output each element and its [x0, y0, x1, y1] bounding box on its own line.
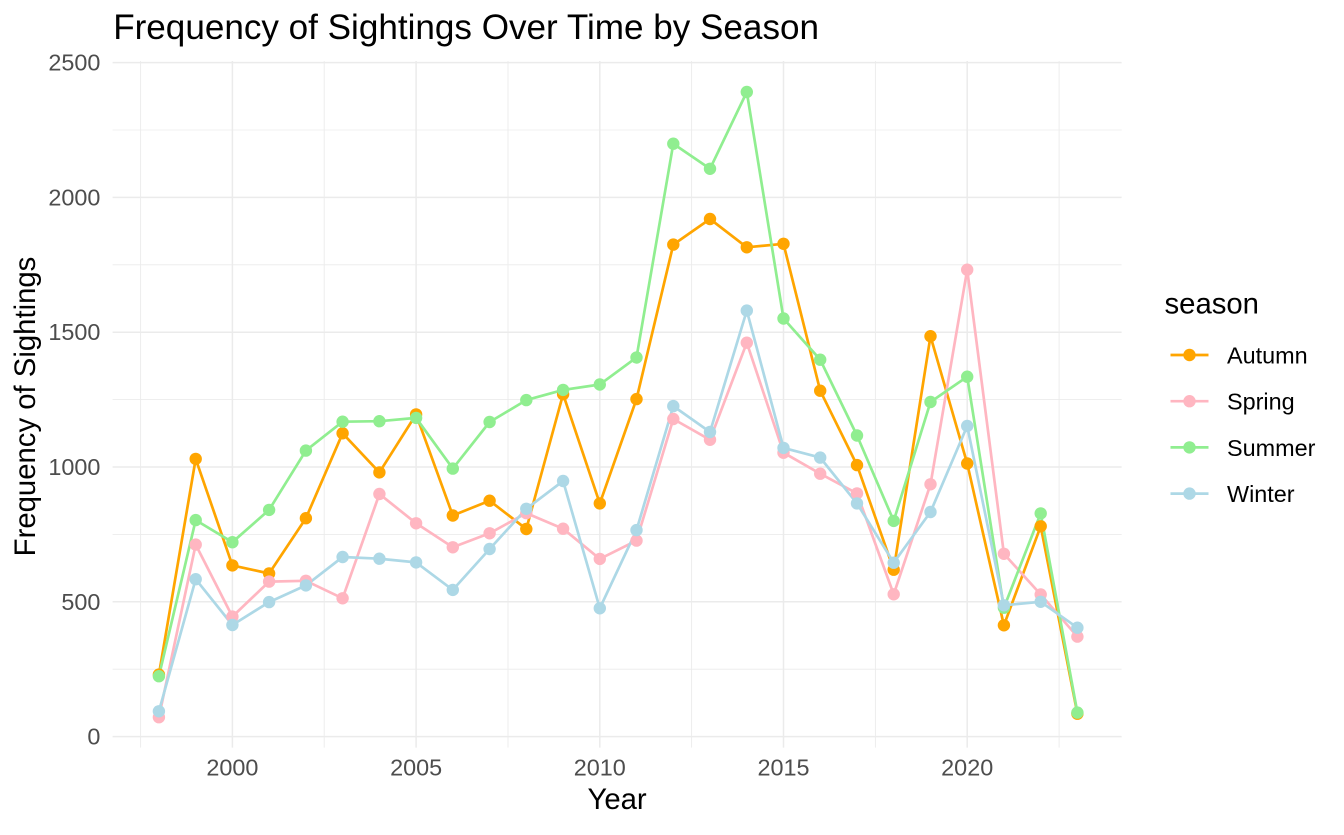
svg-text:1000: 1000 [48, 454, 100, 480]
svg-text:Summer: Summer [1227, 435, 1316, 461]
svg-text:2005: 2005 [390, 754, 442, 780]
svg-text:2015: 2015 [757, 754, 809, 780]
svg-text:Year: Year [587, 783, 646, 816]
svg-text:2000: 2000 [48, 184, 100, 210]
svg-text:season: season [1165, 288, 1259, 321]
svg-text:Autumn: Autumn [1227, 342, 1308, 368]
svg-text:Winter: Winter [1227, 481, 1295, 507]
svg-text:2500: 2500 [48, 50, 100, 76]
svg-text:Frequency of Sightings Over Ti: Frequency of Sightings Over Time by Seas… [113, 8, 819, 47]
svg-text:2010: 2010 [574, 754, 626, 780]
svg-text:Frequency of Sightings: Frequency of Sightings [9, 257, 42, 557]
svg-text:2020: 2020 [941, 754, 993, 780]
svg-text:1500: 1500 [48, 319, 100, 345]
svg-text:0: 0 [87, 724, 100, 750]
svg-text:Spring: Spring [1227, 389, 1295, 415]
svg-text:2000: 2000 [206, 754, 258, 780]
svg-text:500: 500 [61, 589, 100, 615]
